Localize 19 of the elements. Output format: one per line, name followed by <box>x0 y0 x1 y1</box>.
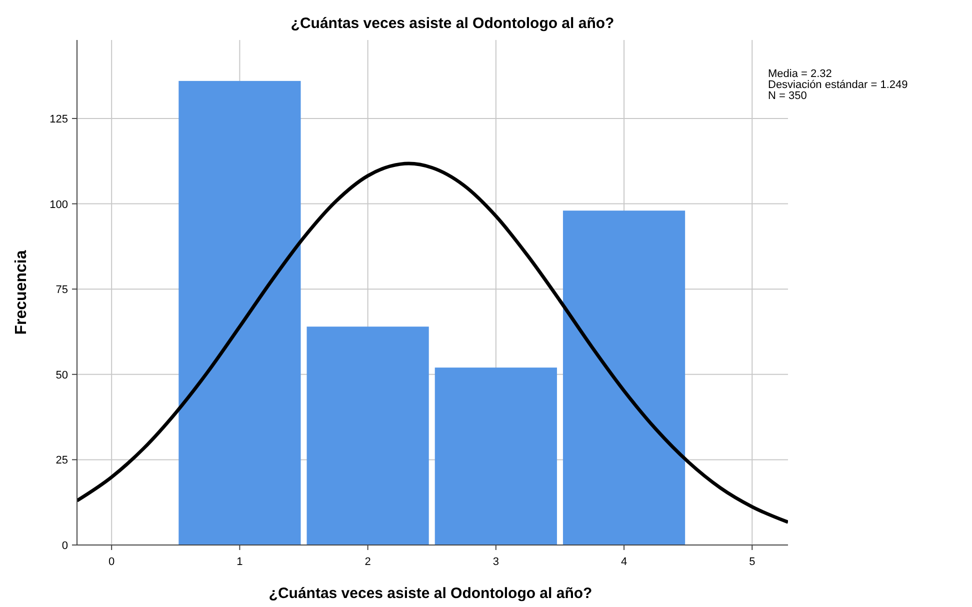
y-tick-label: 100 <box>50 198 68 211</box>
x-tick-label: 1 <box>236 556 243 568</box>
x-tick-label: 5 <box>749 556 756 568</box>
x-tick-label: 3 <box>492 556 499 568</box>
y-tick-label: 25 <box>56 454 68 467</box>
x-tick-label: 4 <box>620 556 628 568</box>
y-tick-label: 50 <box>56 369 68 382</box>
x-tick-label: 2 <box>364 556 371 568</box>
chart-title: ¿Cuántas veces asiste al Odontologo al año? <box>290 15 614 32</box>
x-tick-label: 0 <box>108 556 115 568</box>
y-tick-label: 75 <box>56 284 68 296</box>
annotation: N = 350 <box>768 90 807 102</box>
y-tick-label: 125 <box>50 113 68 126</box>
y-axis-title: Frecuencia <box>13 250 30 335</box>
annotation: Media = 2.32 <box>768 68 832 80</box>
x-axis-title: ¿Cuántas veces asiste al Odontologo al año? <box>268 585 592 602</box>
annotation: Desviación estándar = 1.249 <box>768 79 908 91</box>
line-series <box>77 162 788 524</box>
y-tick-label: 0 <box>62 540 68 552</box>
